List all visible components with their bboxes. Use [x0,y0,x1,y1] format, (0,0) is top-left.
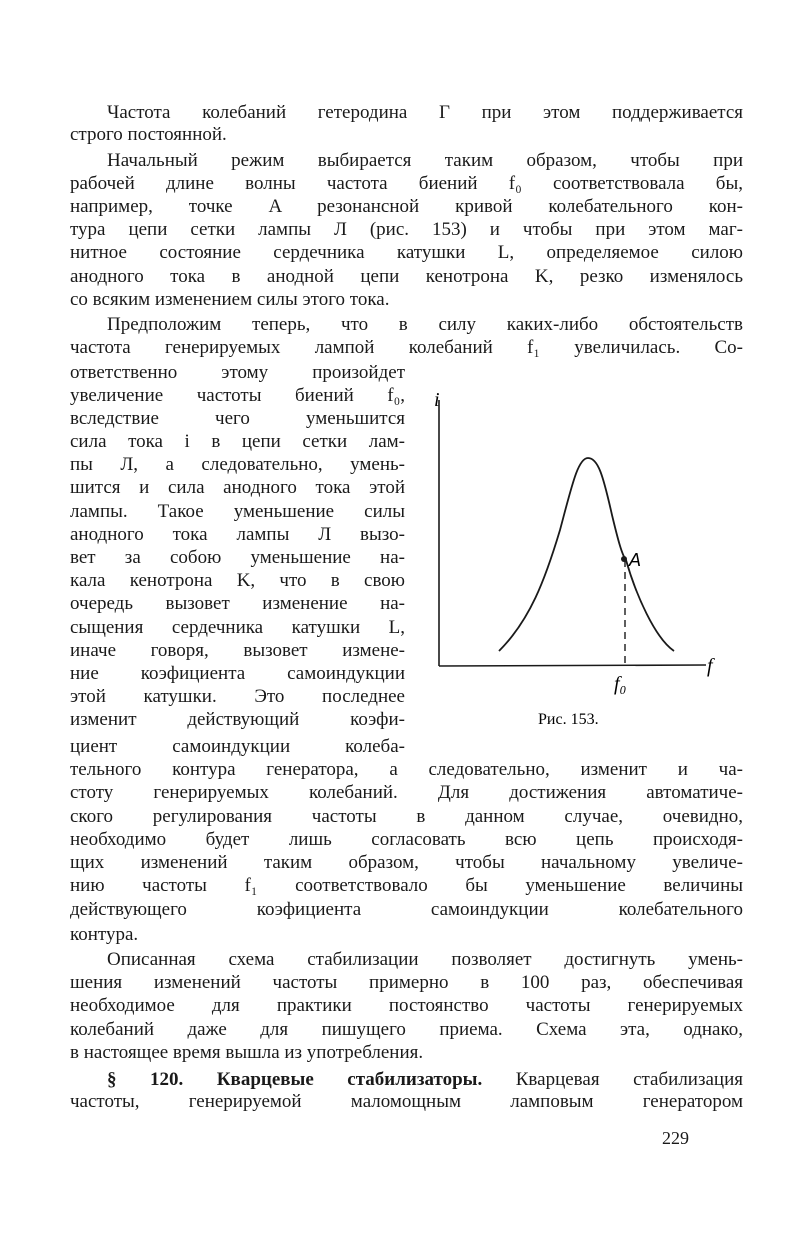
figure-caption: Рис. 153. [538,711,599,728]
text-line: тельного контура генератора, а следовате… [70,759,743,780]
text-line: колебаний даже для пишущего приема. Схем… [70,1019,743,1040]
text-line: вет за собою уменьшение на- [70,547,405,568]
f0-tick-label: f₀ [614,673,627,695]
text-line: действующего коэфициента самоиндукции ко… [70,899,743,920]
point-a-marker [621,556,627,562]
text-line: изменит действующий коэфи- [70,709,405,730]
text-line: необходимо будет лишь согласовать всю це… [70,829,743,850]
text-line: строго постоянной. [70,124,227,145]
text-line: вследствие чего уменьшится [70,408,405,429]
text-line: Предположим теперь, что в силу каких-либ… [107,314,743,335]
text-line: нитное состояние сердечника катушки L, о… [70,242,743,263]
text-line: стоту генерируемых колебаний. Для достиж… [70,782,743,803]
text-line: Описанная схема стабилизации позволяет д… [107,949,743,970]
figure-153-resonance-curve: i f A f₀ Рис. 153. [434,389,715,728]
text-line: частоты, генерируемой маломощным ламповы… [70,1091,743,1112]
text-line: ского регулирования частоты в данном слу… [70,806,743,827]
text-line: в настоящее время вышла из употребления. [70,1042,424,1063]
x-axis-label: f [707,655,715,677]
text-line: рабочей длине волны частота биений f₀ со… [70,173,743,194]
text-line: тура цепи сетки лампы Л (рис. 153) и что… [70,219,743,240]
text-line: нию частоты f₁ соответствовало бы уменьш… [70,875,743,896]
text-line: сила тока i в цепи сетки лам- [70,431,405,452]
text-line: анодного тока лампы Л вызо- [70,524,405,545]
page-number: 229 [662,1128,689,1148]
text-line: например, точке A резонансной кривой кол… [70,196,743,217]
text-line: Начальный режим выбирается таким образом… [107,150,743,171]
text-line: этой катушки. Это последнее [70,686,405,707]
text-line: сыщения сердечника катушки L, [70,617,405,638]
text-line: шения изменений частоты примерно в 100 р… [70,972,743,993]
text-line: лампы. Такое уменьшение силы [70,501,405,522]
text-line: очередь вызовет изменение на- [70,593,405,614]
text-line-content: Кварцевая стабилизация [482,1069,743,1090]
point-a-label: A [628,550,641,570]
text-line: ответственно этому произойдет [70,362,405,383]
text-line: ние коэфициента самоиндукции [70,663,405,684]
text-line: циент самоиндукции колеба- [70,736,405,757]
text-line: увеличение частоты биений f₀, [70,385,405,406]
text-line: анодного тока в анодной цепи кенотрона K… [70,266,743,287]
section-heading: § 120. Кварцевые стабилизаторы. [107,1069,483,1090]
text-line: частота генерируемых лампой колебаний f₁… [70,337,743,358]
text-line: щих изменений таким образом, чтобы начал… [70,852,743,873]
text-line: иначе говоря, вызовет измене- [70,640,405,661]
y-axis-label: i [434,389,440,411]
x-axis [438,664,707,667]
text-line: пы Л, а следовательно, умень- [70,454,405,475]
text-line: кала кенотрона K, что в свою [70,570,405,591]
text-line: контура. [70,924,139,945]
text-line: § 120. Кварцевые стабилизаторы. Кварцева… [107,1068,743,1092]
text-line: шится и сила анодного тока этой [70,477,405,498]
text-line: необходимое для практики постоянство час… [70,995,743,1016]
resonance-curve [498,457,675,652]
text-line: со всяким изменением силы этого тока. [70,289,390,310]
text-line: Частота колебаний гетеродина Г при этом … [107,102,743,123]
